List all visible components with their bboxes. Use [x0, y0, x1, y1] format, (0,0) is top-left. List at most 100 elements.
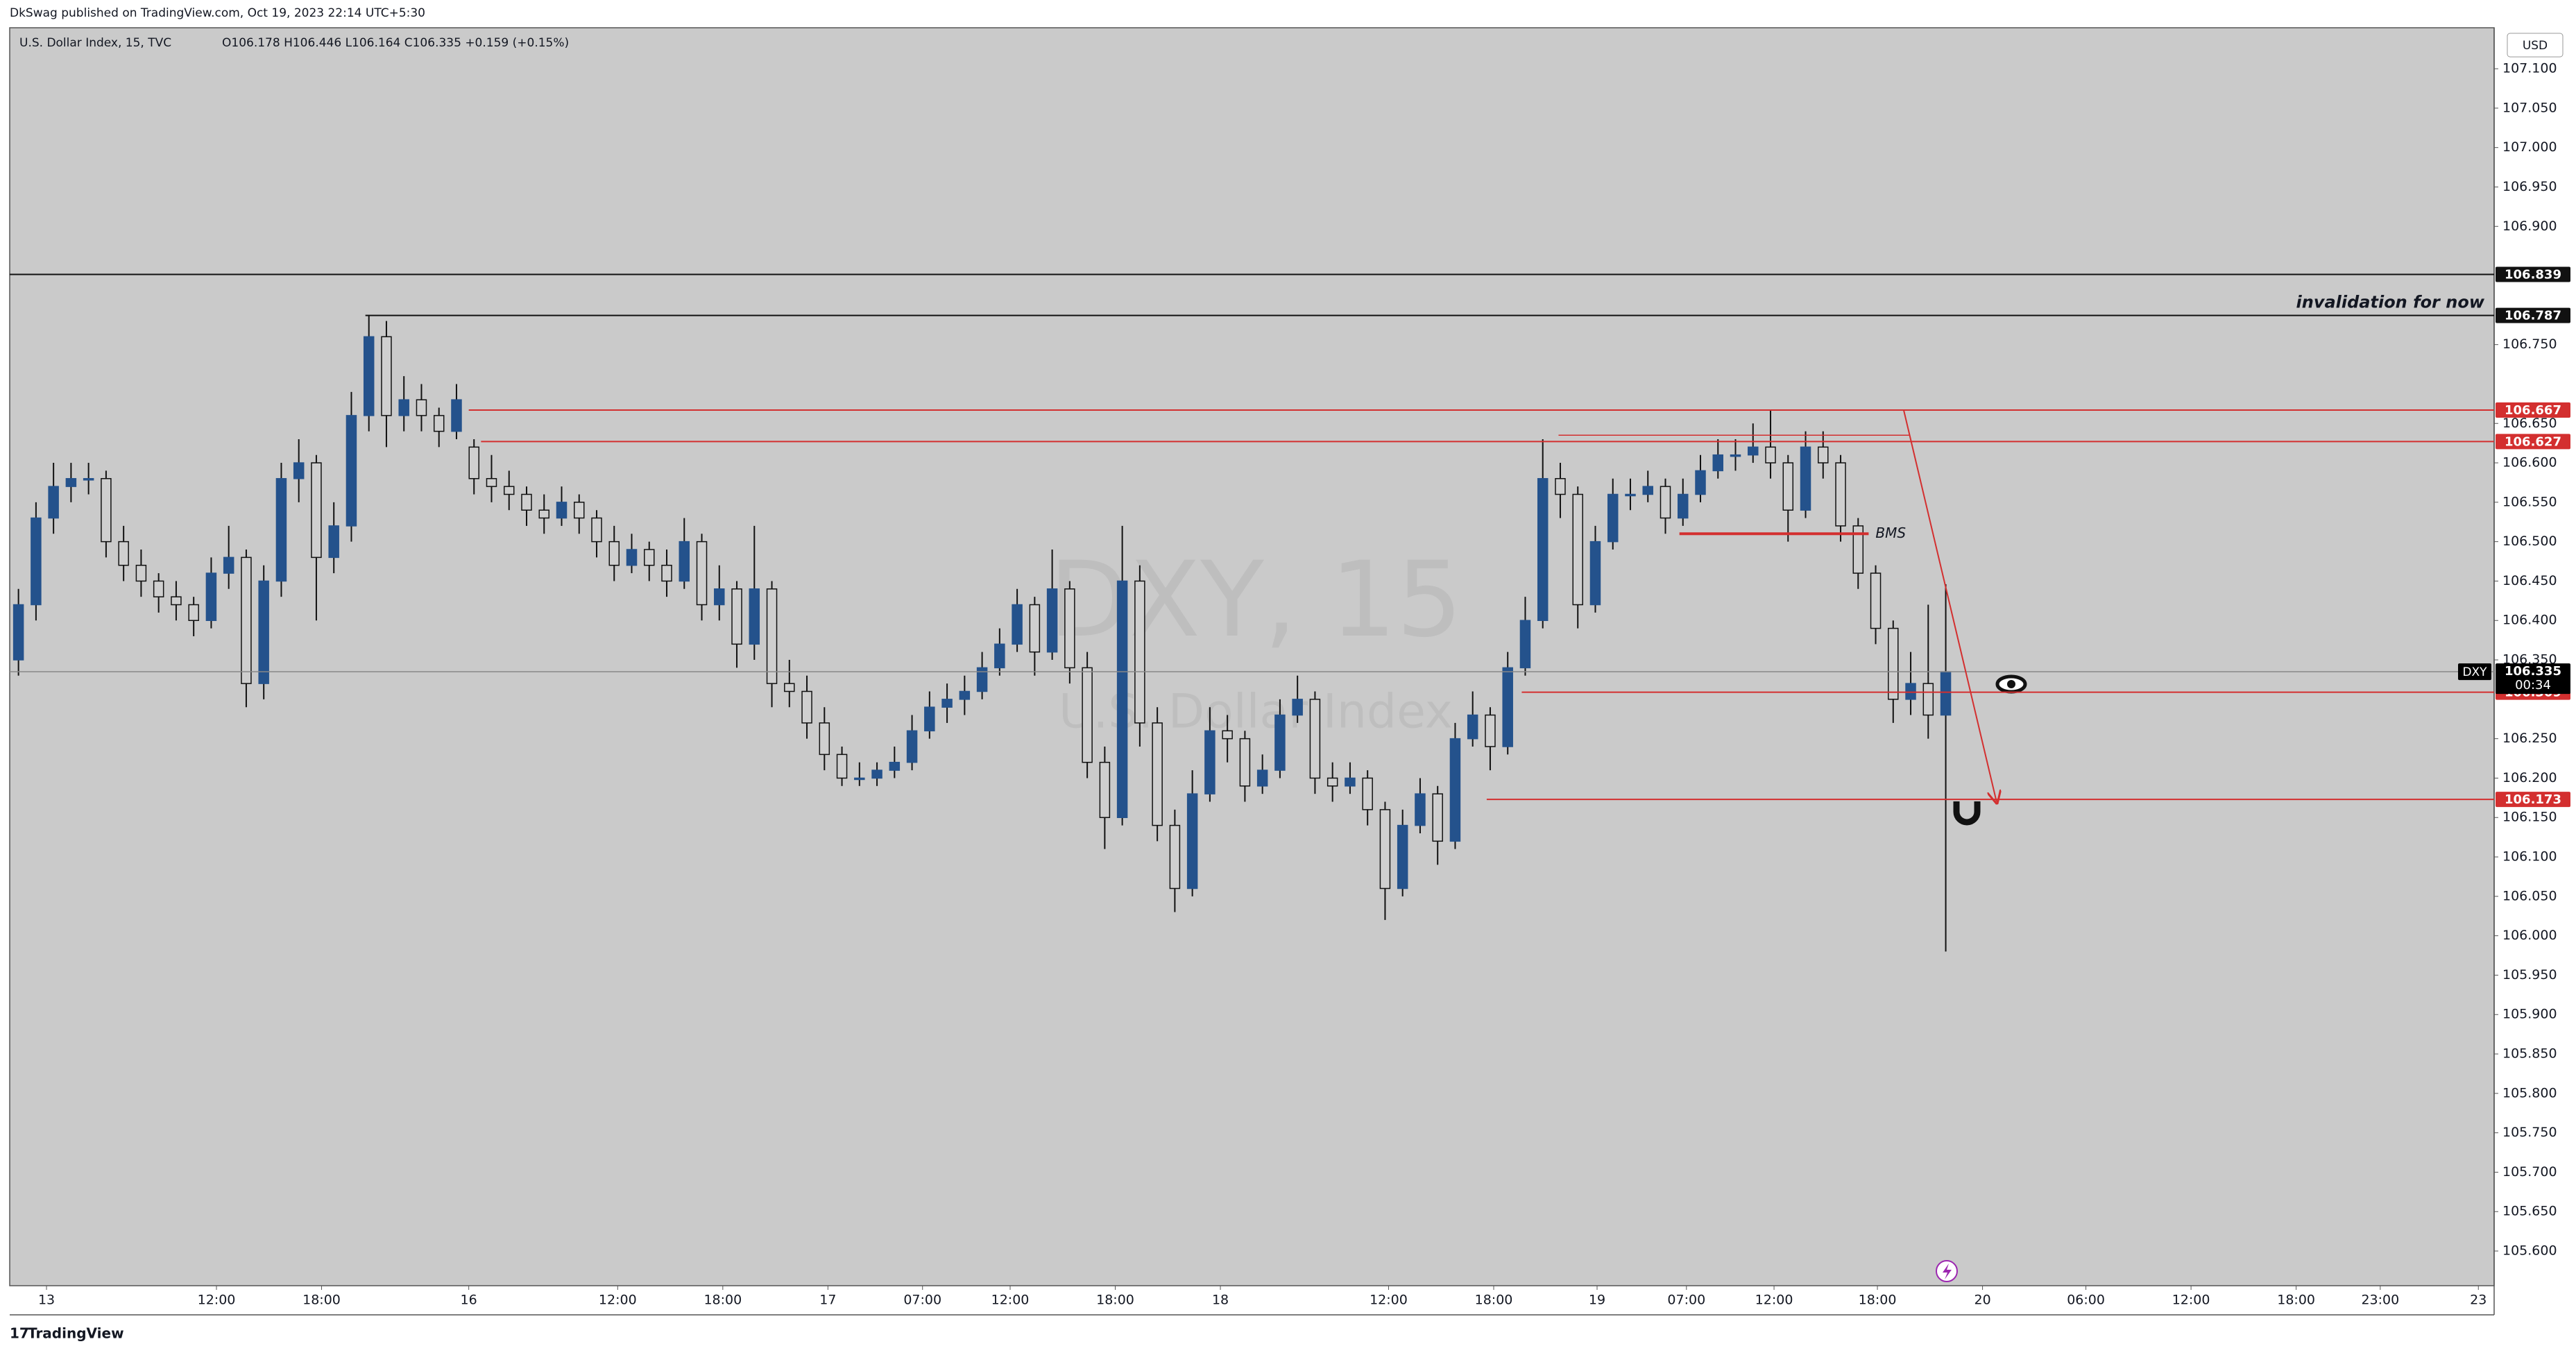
candle-body [451, 399, 462, 432]
level-badge [2496, 434, 2570, 450]
lightning-icon[interactable] [1936, 1260, 1958, 1282]
x-tick-label: 13 [38, 1293, 55, 1308]
y-tick-label: 106.200 [2502, 770, 2557, 785]
candle-body [1292, 699, 1303, 716]
x-tick-label: 23:00 [2361, 1293, 2399, 1308]
x-tick-label: 12:00 [198, 1293, 236, 1308]
level-label: 106.839 [2505, 268, 2561, 282]
candle-body [1274, 714, 1286, 771]
candle-body [275, 478, 287, 582]
candle-body [1029, 604, 1041, 653]
y-tick-label: 106.750 [2502, 337, 2557, 352]
y-tick-label: 106.450 [2502, 573, 2557, 588]
y-tick-label: 105.800 [2502, 1085, 2557, 1100]
candle-body [731, 588, 742, 645]
candle-body [1449, 738, 1461, 842]
candle-body [1782, 462, 1794, 511]
candle-body [398, 399, 409, 416]
candle-body [1870, 572, 1882, 629]
candle-body [924, 706, 935, 732]
footer-brand: TradingView [28, 1325, 124, 1342]
last-badge [2496, 663, 2570, 695]
candle-body [1134, 580, 1145, 724]
candle-body [416, 399, 427, 416]
x-tick-label: 12:00 [2172, 1293, 2210, 1308]
drawing-label: BMS [1875, 525, 1906, 541]
candle-body [118, 541, 129, 566]
candle-body [1818, 446, 1829, 463]
y-tick-label: 106.150 [2502, 810, 2557, 825]
candle-body [1852, 525, 1864, 574]
candle-body [433, 415, 445, 432]
x-tick-label: 18:00 [703, 1293, 742, 1308]
magnet-icon[interactable] [1953, 801, 1981, 826]
candle-body [1239, 738, 1251, 787]
candle-body [503, 486, 515, 495]
y-tick-label: 106.350 [2502, 652, 2557, 667]
x-tick-label: 18:00 [1859, 1293, 1897, 1308]
candle-body [1502, 667, 1513, 747]
candle-body [854, 777, 865, 781]
x-tick-label: 18:00 [1475, 1293, 1513, 1308]
candle-body [205, 572, 217, 621]
candle-body [889, 761, 901, 771]
candle-body [1362, 777, 1373, 810]
y-tick-label: 106.650 [2502, 416, 2557, 431]
candle-body [83, 478, 94, 481]
y-tick-label: 105.600 [2502, 1243, 2557, 1259]
currency: USD [2523, 39, 2548, 53]
candle-body [1642, 486, 1653, 495]
last-price: 106.335 [2505, 664, 2561, 679]
level-badge [2496, 266, 2570, 282]
candle-body [1222, 730, 1233, 740]
x-tick-label: 12:00 [1755, 1293, 1793, 1308]
candle-body [976, 667, 988, 692]
candle-body [1152, 722, 1163, 826]
x-tick-label: 07:00 [903, 1293, 941, 1308]
x-tick-label: 07:00 [1667, 1293, 1705, 1308]
y-tick-label: 107.000 [2502, 139, 2557, 155]
x-tick-label: 12:00 [599, 1293, 637, 1308]
currency-box[interactable] [2507, 33, 2564, 58]
level-label: 106.667 [2505, 403, 2561, 418]
candle-body [521, 493, 532, 511]
symbol: U.S. Dollar Index, 15, TVC [19, 36, 171, 50]
y-tick-label: 106.900 [2502, 219, 2557, 234]
candle-body [1485, 714, 1496, 747]
candle-body [1397, 824, 1408, 890]
candle-body [714, 588, 725, 606]
candle-body [1730, 454, 1741, 457]
candle-body [1379, 809, 1391, 890]
candle-body [1519, 620, 1531, 669]
candle-body [661, 564, 672, 582]
level-badge [2496, 792, 2570, 808]
candle-body [1064, 588, 1075, 669]
candle-body [381, 336, 392, 416]
candle-body [1082, 667, 1093, 763]
candle-body [1695, 470, 1706, 495]
candle-body [941, 699, 953, 708]
candle-body [836, 754, 848, 779]
countdown: 00:34 [2515, 678, 2551, 692]
symbol-badge [2458, 663, 2491, 681]
y-tick-label: 107.050 [2502, 100, 2557, 115]
eye-icon[interactable] [1995, 674, 2027, 694]
candle-body [1765, 446, 1776, 463]
candle-body [819, 722, 830, 756]
candle-body [363, 336, 375, 416]
y-tick-label: 106.050 [2502, 888, 2557, 903]
candle-body [871, 769, 882, 779]
candle-body [241, 556, 252, 684]
candle-body [135, 564, 147, 582]
candle-body [1660, 486, 1671, 519]
candle-body [328, 525, 339, 559]
candle-body [1415, 793, 1426, 826]
x-tick-label: 18 [1212, 1293, 1229, 1308]
x-tick-label: 23 [2470, 1293, 2487, 1308]
candle-body [171, 596, 182, 606]
candle-body [1186, 793, 1198, 890]
arrow [1902, 409, 1997, 802]
candle-body [1345, 777, 1356, 787]
x-tick-label: 18:00 [1096, 1293, 1134, 1308]
level-label: 106.173 [2505, 792, 2561, 807]
